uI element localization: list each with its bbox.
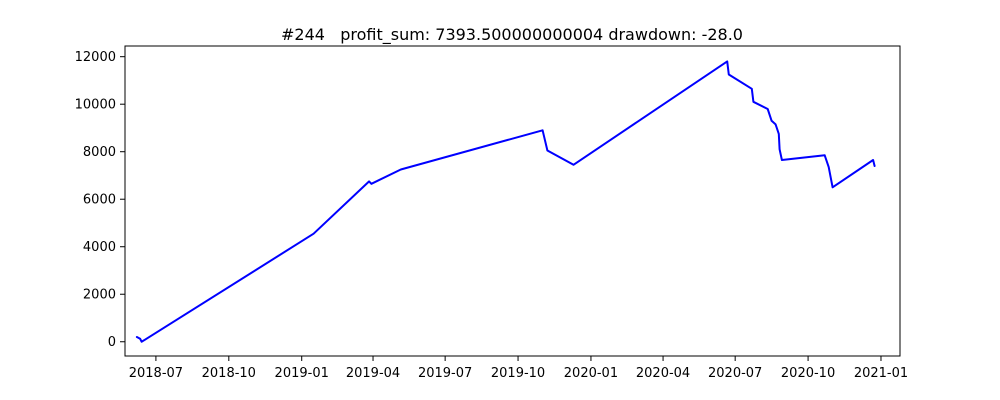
x-axis: 2018-07 2018-10 2019-01 2019-04 2019-07 2019-… — [129, 356, 908, 381]
y-tick-label: 6000 — [83, 193, 116, 208]
series-layer — [135, 60, 876, 343]
x-tick-label: 2019-10 — [491, 366, 545, 381]
axes-frame — [124, 45, 901, 357]
y-tick-label: 4000 — [83, 240, 116, 255]
y-tick-label: 12000 — [75, 50, 116, 65]
x-tick-label: 2020-01 — [564, 366, 618, 381]
y-tick-label: 2000 — [83, 288, 116, 303]
y-tick-label: 10000 — [75, 98, 116, 113]
y-tick-label: 0 — [108, 335, 116, 350]
x-tick-label: 2019-04 — [346, 366, 400, 381]
y-axis: 0 2000 4000 6000 8000 10000 12000 — [75, 50, 125, 350]
series-line — [135, 60, 876, 343]
plot-area: 2018-07 2018-10 2019-01 2019-04 2019-07 2019-… — [75, 45, 908, 381]
chart-title: #244 profit_sum: 7393.500000000004 drawd… — [281, 25, 743, 45]
x-tick-label: 2020-10 — [781, 366, 835, 381]
x-tick-label: 2018-07 — [129, 366, 183, 381]
x-tick-label: 2019-01 — [275, 366, 329, 381]
y-tick-label: 8000 — [83, 145, 116, 160]
x-tick-label: 2019-07 — [418, 366, 472, 381]
x-tick-label: 2020-04 — [636, 366, 690, 381]
x-tick-label: 2021-01 — [854, 366, 908, 381]
x-tick-label: 2020-07 — [708, 366, 762, 381]
x-tick-label: 2018-10 — [202, 366, 256, 381]
